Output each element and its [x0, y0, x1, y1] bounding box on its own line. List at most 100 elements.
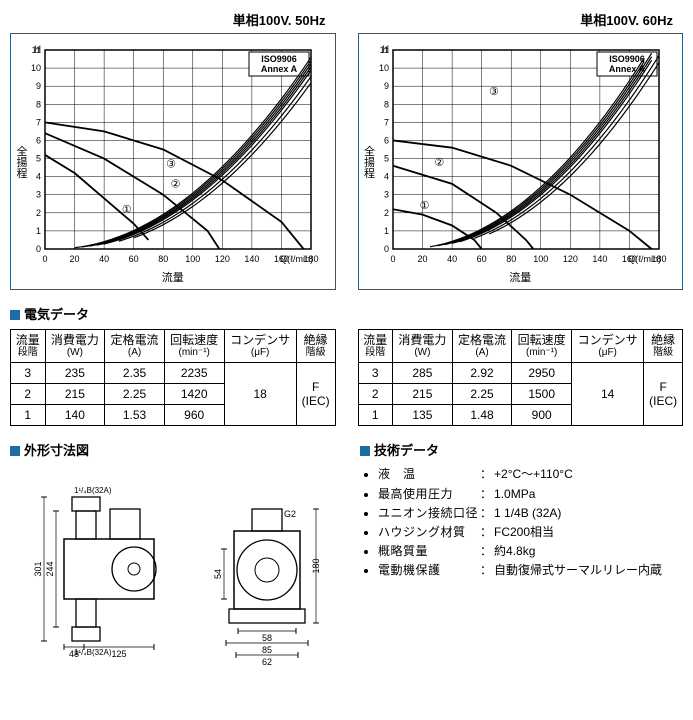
- elec-cell: 2: [11, 384, 46, 405]
- elec-title: 電気データ: [10, 304, 683, 323]
- elec-cell: F(IEC): [296, 363, 335, 426]
- elec-cell: 1.48: [452, 405, 512, 426]
- elec-cell: 2.92: [452, 363, 512, 384]
- svg-text:③: ③: [489, 86, 499, 98]
- svg-text:60: 60: [476, 254, 486, 264]
- svg-text:Annex A: Annex A: [261, 64, 298, 74]
- tech-item: 液 温：+2°C～+110°C: [378, 465, 683, 484]
- left-ylabel: 全揚程: [13, 145, 29, 178]
- svg-text:0: 0: [383, 244, 388, 254]
- svg-text:0: 0: [42, 254, 47, 264]
- svg-text:244: 244: [45, 562, 55, 577]
- elec-cell: 215: [393, 384, 453, 405]
- svg-text:6: 6: [36, 135, 41, 145]
- elec-cell: 14: [572, 363, 644, 426]
- elec-header: 回転速度(min⁻¹): [512, 330, 572, 363]
- elec-cell: 1.53: [105, 405, 165, 426]
- elec-header: 絶縁階級: [296, 330, 335, 363]
- charts-row: 単相100V. 50Hz 全揚程 02040608010012014016018…: [10, 10, 683, 290]
- elec-header: 流量段階: [358, 330, 393, 363]
- tech-col: 技術データ 液 温：+2°C～+110°C最高使用圧力：1.0MPaユニオン接続…: [360, 426, 683, 673]
- dim-title: 外形寸法図: [10, 440, 338, 459]
- svg-text:120: 120: [215, 254, 230, 264]
- elec-header: 絶縁階級: [644, 330, 683, 363]
- right-ylabel: 全揚程: [361, 145, 377, 178]
- svg-text:③: ③: [166, 159, 176, 171]
- svg-text:②: ②: [171, 178, 181, 190]
- svg-text:7: 7: [36, 117, 41, 127]
- svg-text:60: 60: [129, 254, 139, 264]
- left-chart-box: 全揚程 020406080100120140160180012345678910…: [10, 33, 336, 290]
- right-col: 単相100V. 60Hz 全揚程 02040608010012014016018…: [358, 10, 684, 290]
- elec-cell: 3: [11, 363, 46, 384]
- tech-item: ユニオン接続口径：1 1/4B (32A): [378, 504, 683, 523]
- svg-text:Q(ℓ/min): Q(ℓ/min): [280, 254, 313, 264]
- svg-text:3: 3: [383, 190, 388, 200]
- svg-text:140: 140: [244, 254, 259, 264]
- svg-text:4: 4: [36, 172, 41, 182]
- svg-text:40: 40: [447, 254, 457, 264]
- elec-cell: 135: [393, 405, 453, 426]
- left-xlabel: 流量: [19, 269, 327, 285]
- svg-text:140: 140: [592, 254, 607, 264]
- svg-text:①: ①: [122, 204, 132, 216]
- elec-cell: 2.25: [452, 384, 512, 405]
- svg-text:180: 180: [311, 559, 321, 574]
- elec-cell: 2: [358, 384, 393, 405]
- elec-header: 定格電流(A): [105, 330, 165, 363]
- elec-cell: 3: [358, 363, 393, 384]
- left-chart-svg: 02040608010012014016018001234567891011HQ…: [19, 42, 319, 267]
- elec-cell: 2235: [164, 363, 224, 384]
- svg-text:ISO9906: ISO9906: [609, 54, 645, 64]
- right-chart-box: 全揚程 020406080100120140160180012345678910…: [358, 33, 684, 290]
- svg-text:Q(ℓ/min): Q(ℓ/min): [628, 254, 661, 264]
- elec-cell: 1420: [164, 384, 224, 405]
- svg-text:0: 0: [36, 244, 41, 254]
- elec-header: 消費電力(W): [45, 330, 105, 363]
- svg-text:62: 62: [262, 657, 272, 667]
- svg-text:3: 3: [36, 190, 41, 200]
- svg-text:ISO9906: ISO9906: [261, 54, 297, 64]
- elec-row: 流量段階消費電力(W)定格電流(A)回転速度(min⁻¹)コンデンサ(μF)絶縁…: [10, 329, 683, 426]
- tech-list: 液 温：+2°C～+110°C最高使用圧力：1.0MPaユニオン接続口径：1 1…: [360, 465, 683, 580]
- tech-item: 最高使用圧力：1.0MPa: [378, 485, 683, 504]
- elec-cell: 235: [45, 363, 105, 384]
- svg-text:0: 0: [390, 254, 395, 264]
- svg-text:301: 301: [33, 562, 43, 577]
- svg-text:4: 4: [383, 172, 388, 182]
- elec-cell: 1: [11, 405, 46, 426]
- elec-header: コンデンサ(μF): [572, 330, 644, 363]
- elec-cell: 18: [224, 363, 296, 426]
- elec-header: 流量段階: [11, 330, 46, 363]
- left-col: 単相100V. 50Hz 全揚程 02040608010012014016018…: [10, 10, 336, 290]
- svg-text:①: ①: [419, 200, 429, 212]
- svg-text:5: 5: [383, 154, 388, 164]
- elec-right: 流量段階消費電力(W)定格電流(A)回転速度(min⁻¹)コンデンサ(μF)絶縁…: [358, 329, 684, 426]
- svg-text:1: 1: [383, 226, 388, 236]
- svg-text:10: 10: [378, 63, 388, 73]
- svg-text:8: 8: [383, 99, 388, 109]
- right-header: 単相100V. 60Hz: [358, 10, 684, 29]
- svg-text:9: 9: [383, 81, 388, 91]
- elec-cell: 140: [45, 405, 105, 426]
- elec-cell: 2.35: [105, 363, 165, 384]
- dim-svg: 1¹/₄B(32A)1¹/₄B(32A)30124448125G25418058…: [14, 469, 334, 669]
- elec-header: 定格電流(A): [452, 330, 512, 363]
- elec-cell: 215: [45, 384, 105, 405]
- svg-text:6: 6: [383, 135, 388, 145]
- svg-text:125: 125: [111, 649, 126, 659]
- svg-text:2: 2: [36, 208, 41, 218]
- svg-text:7: 7: [383, 117, 388, 127]
- elec-cell: 2950: [512, 363, 572, 384]
- left-header: 単相100V. 50Hz: [10, 10, 336, 29]
- right-xlabel: 流量: [367, 269, 675, 285]
- dim-box: 1¹/₄B(32A)1¹/₄B(32A)30124448125G25418058…: [10, 465, 338, 673]
- svg-text:54: 54: [213, 569, 223, 579]
- svg-text:58: 58: [262, 633, 272, 643]
- svg-text:5: 5: [36, 154, 41, 164]
- tech-item: 概略質量：約4.8kg: [378, 542, 683, 561]
- elec-table-right: 流量段階消費電力(W)定格電流(A)回転速度(min⁻¹)コンデンサ(μF)絶縁…: [358, 329, 684, 426]
- elec-cell: 900: [512, 405, 572, 426]
- svg-text:48: 48: [69, 649, 79, 659]
- elec-cell: F(IEC): [644, 363, 683, 426]
